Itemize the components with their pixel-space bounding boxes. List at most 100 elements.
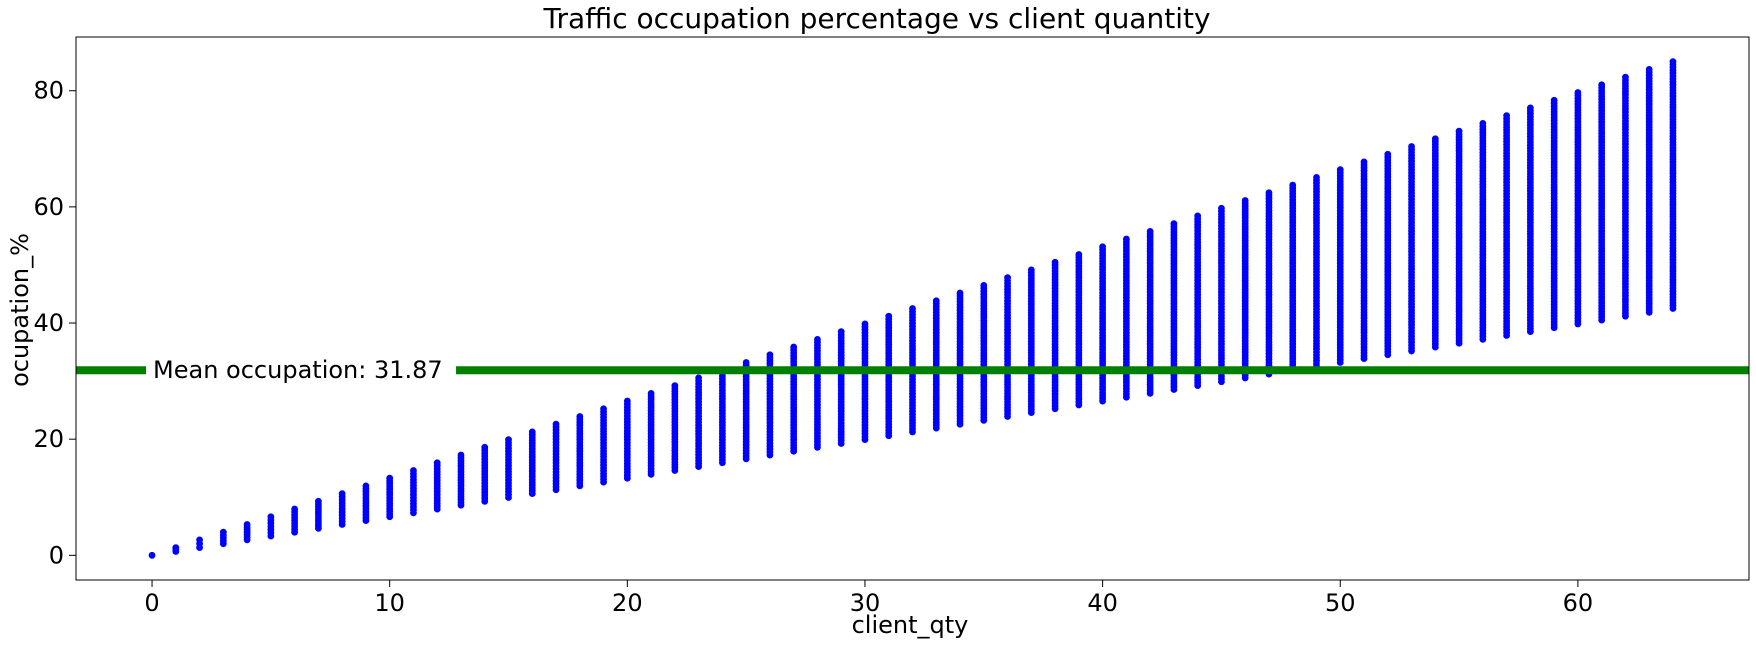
point-column [505, 436, 512, 501]
point-column [1289, 181, 1297, 374]
point-column [718, 366, 726, 467]
data-point [1313, 173, 1320, 181]
y-tick-label: 60 [33, 193, 64, 221]
data-point [1218, 204, 1225, 212]
mean-line: Mean occupation: 31.87 [76, 354, 1749, 387]
data-point [1455, 127, 1463, 135]
point-column [148, 551, 156, 559]
point-column [243, 521, 251, 544]
data-point [1122, 235, 1130, 243]
data-point [766, 351, 774, 359]
point-column [1574, 89, 1582, 328]
data-point [291, 505, 299, 513]
data-point [410, 467, 417, 474]
point-column [1194, 212, 1202, 390]
data-point [1384, 150, 1392, 158]
point-column [1004, 274, 1011, 420]
point-column [291, 505, 299, 536]
point-column [196, 536, 203, 552]
point-column [1075, 251, 1083, 409]
point-column [1360, 158, 1368, 363]
data-point [814, 335, 821, 343]
chart-title: Traffic occupation percentage vs client … [542, 2, 1210, 35]
point-column [219, 528, 227, 548]
y-tick-label: 40 [33, 309, 64, 337]
point-column [552, 420, 560, 494]
data-point [1004, 274, 1011, 282]
point-column [528, 428, 536, 498]
data-point [861, 320, 869, 328]
data-point [505, 436, 512, 444]
data-point [196, 536, 203, 544]
data-point [1194, 212, 1202, 220]
data-point [1645, 65, 1653, 73]
y-tick-label: 80 [33, 77, 64, 105]
data-point [1099, 243, 1107, 251]
point-column [314, 497, 322, 532]
data-point [172, 544, 180, 552]
point-column [1336, 166, 1344, 366]
x-tick-label: 40 [1087, 589, 1118, 617]
data-point [457, 451, 465, 459]
point-column [338, 490, 346, 528]
data-point [1526, 104, 1534, 112]
data-point [1051, 258, 1059, 266]
data-point [909, 305, 916, 312]
data-point [695, 374, 703, 382]
data-point [1241, 197, 1249, 204]
data-point [528, 428, 536, 436]
point-column [457, 451, 465, 509]
data-point [956, 289, 964, 297]
data-point [980, 281, 988, 289]
point-column [1122, 235, 1130, 401]
point-column [885, 312, 893, 440]
data-point [1170, 220, 1178, 228]
data-point [1598, 81, 1606, 89]
data-point [1075, 251, 1083, 258]
point-column [956, 289, 964, 428]
point-column [932, 297, 940, 432]
data-point [623, 397, 631, 405]
data-point [837, 328, 845, 336]
point-column [647, 389, 655, 478]
data-point [243, 521, 251, 528]
data-point [219, 528, 227, 536]
x-tick-label: 20 [612, 589, 643, 617]
point-column [1265, 189, 1273, 378]
point-column [1408, 143, 1415, 355]
mean-label: Mean occupation: 31.87 [153, 356, 443, 384]
point-column [1645, 65, 1653, 316]
data-point [338, 490, 346, 498]
point-column [980, 281, 988, 424]
data-point [1265, 189, 1273, 197]
data-point [267, 513, 275, 521]
point-column [790, 343, 798, 455]
point-column [1526, 104, 1534, 336]
data-point [1574, 89, 1582, 96]
data-point [1503, 112, 1511, 120]
point-column [1622, 73, 1629, 320]
point-column [1241, 197, 1249, 382]
plot-frame [75, 36, 1750, 581]
point-column [814, 335, 821, 451]
data-point [481, 443, 489, 451]
data-point [1360, 158, 1368, 166]
data-point [647, 389, 655, 397]
point-column [623, 397, 631, 482]
data-point [1289, 181, 1297, 189]
data-point [1479, 119, 1487, 127]
data-point [1669, 58, 1677, 66]
point-column [410, 467, 417, 517]
y-axis: 0 20 40 60 80 [33, 77, 76, 569]
x-axis: 0 10 20 30 40 50 60 [144, 580, 1593, 617]
x-axis-label: client_qty [852, 611, 969, 639]
point-column [1455, 127, 1463, 347]
point-column [1550, 96, 1558, 332]
data-point [885, 312, 893, 320]
point-column [481, 443, 489, 505]
x-tick-label: 10 [374, 589, 405, 617]
point-column [909, 305, 916, 436]
data-point [790, 343, 798, 351]
point-column [1431, 135, 1439, 351]
x-tick-label: 30 [850, 589, 881, 617]
